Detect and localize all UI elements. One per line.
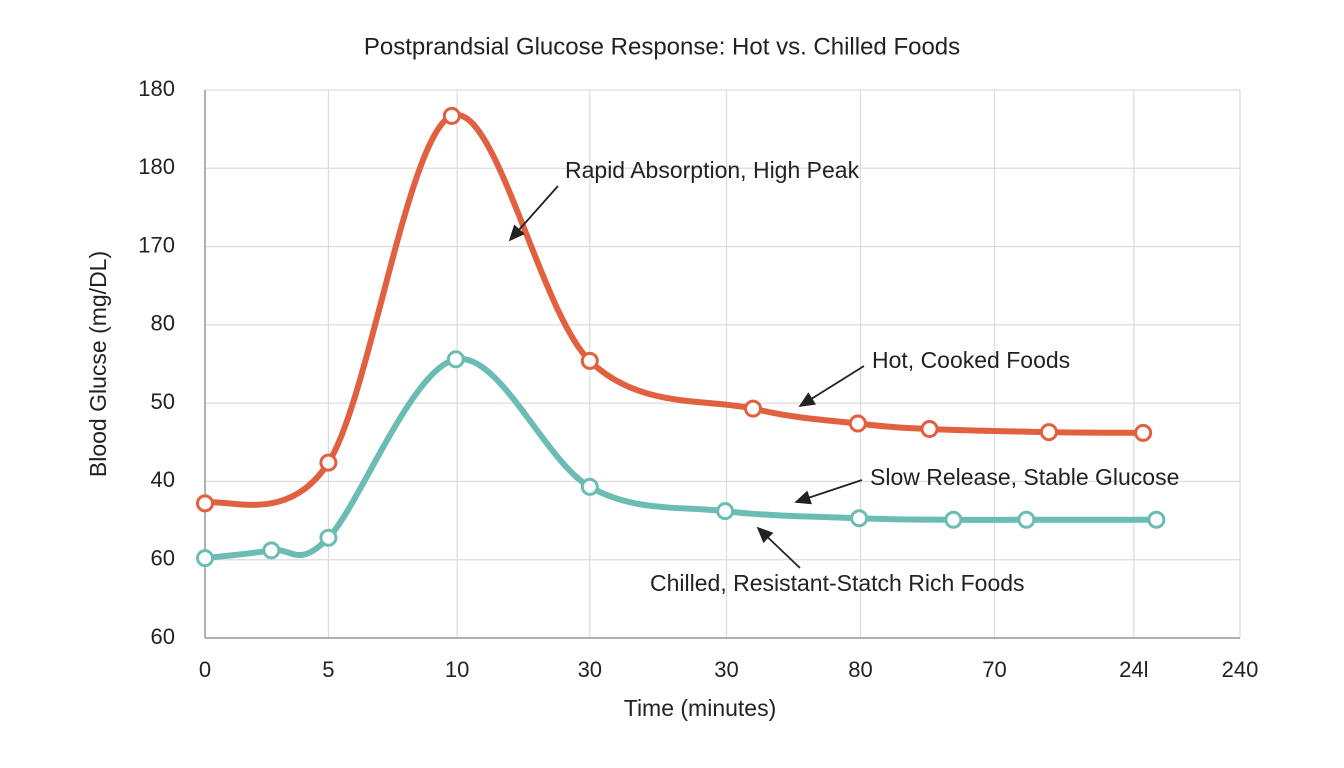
data-point (1039, 423, 1058, 442)
data-point (442, 106, 461, 125)
legend-arrow (798, 365, 865, 407)
x-tick-label: 240 (1222, 657, 1259, 682)
y-axis-label: Blood Glucse (mg/DL) (85, 251, 111, 477)
x-tick-label: 70 (982, 657, 1006, 682)
y-tick-label: 180 (138, 154, 175, 179)
x-tick-label: 10 (445, 657, 469, 682)
annotation-arrow (508, 185, 559, 242)
legend-label: Hot, Cooked Foods (872, 347, 1070, 373)
data-point (319, 528, 338, 547)
data-point (716, 502, 735, 521)
series-line (202, 112, 1147, 508)
chart-title: Postprandsial Glucose Response: Hot vs. … (364, 33, 960, 60)
x-tick-label: 30 (714, 657, 738, 682)
y-tick-label: 170 (138, 232, 175, 257)
series-line (202, 356, 1160, 562)
y-tick-label: 40 (151, 467, 175, 492)
annotation: Slow Release, Stable Glucose (870, 464, 1179, 490)
data-point (850, 509, 869, 528)
data-point (262, 541, 281, 560)
y-tick-label: 60 (151, 624, 175, 649)
data-point (196, 494, 214, 513)
data-point (920, 419, 939, 438)
data-point (580, 351, 599, 370)
y-tick-label: 60 (151, 546, 175, 571)
x-tick-label: 24l (1119, 657, 1148, 682)
data-point (744, 399, 763, 418)
data-point (1134, 423, 1153, 442)
plot (196, 106, 1166, 568)
data-point (944, 510, 963, 529)
x-tick-label: 5 (322, 657, 334, 682)
data-point (1017, 510, 1036, 529)
y-tick-label: 80 (151, 311, 175, 336)
annotation: Rapid Absorption, High Peak (565, 157, 860, 183)
data-point (580, 477, 599, 496)
x-tick-label: 0 (199, 657, 211, 682)
y-tick-label: 180 (138, 76, 175, 101)
x-tick-label: 30 (578, 657, 602, 682)
legend-arrow (756, 526, 801, 569)
data-point (1147, 510, 1166, 529)
x-tick-label: 80 (848, 657, 872, 682)
data-point (446, 350, 465, 369)
annotations: Rapid Absorption, High Peak Slow Release… (508, 157, 1179, 596)
y-tick-label: 50 (151, 389, 175, 414)
annotation-arrow (794, 479, 863, 505)
data-point (848, 414, 867, 433)
legend-label: Chilled, Resistant-Statch Rich Foods (650, 570, 1025, 596)
data-point (196, 549, 214, 568)
data-point (319, 453, 338, 472)
x-axis-label: Time (minutes) (624, 695, 777, 721)
